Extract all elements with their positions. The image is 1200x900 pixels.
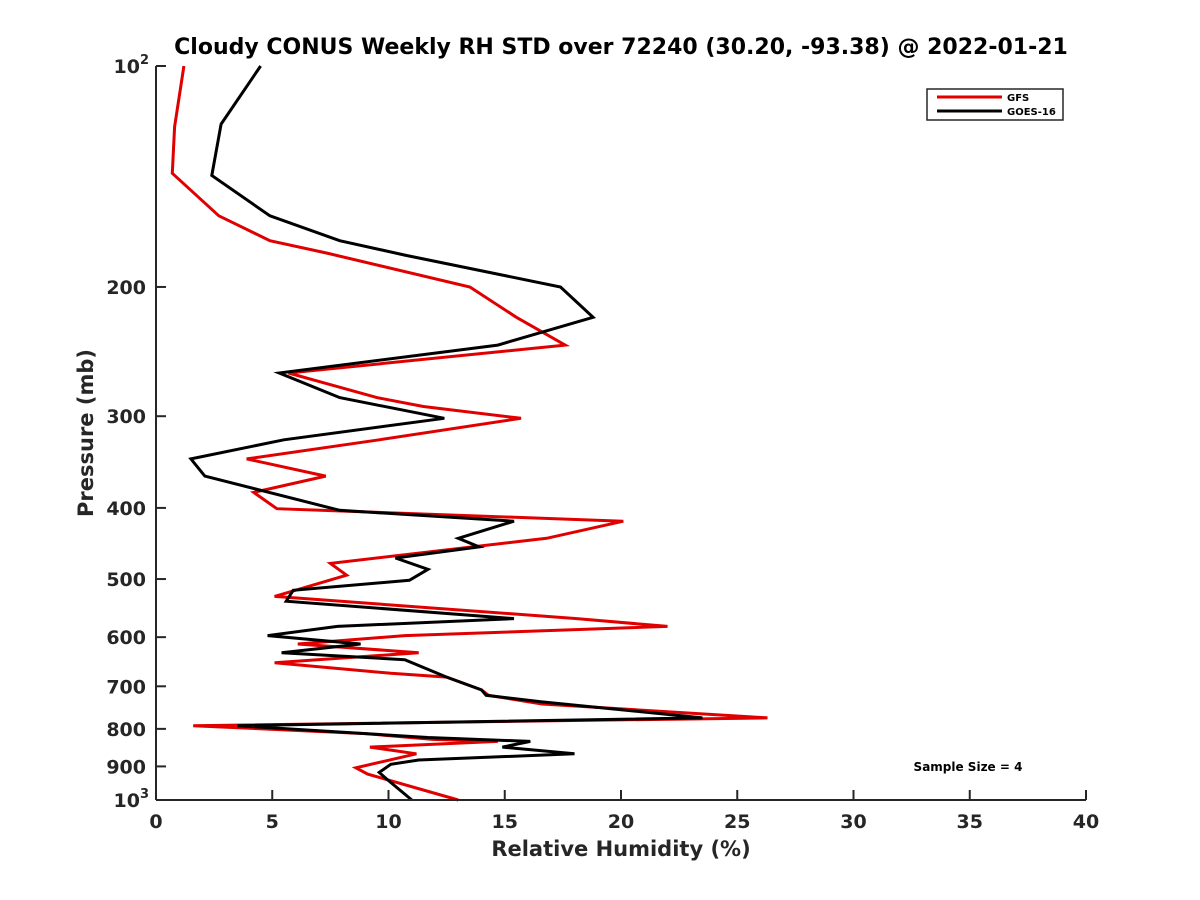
y-tick-label: 900 <box>106 756 146 778</box>
sample-size-annotation: Sample Size = 4 <box>914 760 1023 774</box>
x-tick-label: 10 <box>375 811 401 833</box>
y-tick-label: 10 <box>114 790 140 812</box>
y-tick-label: 600 <box>106 627 146 649</box>
x-tick-label: 5 <box>266 811 279 833</box>
x-tick-label: 20 <box>608 811 634 833</box>
legend-label-gfs: GFS <box>1007 93 1029 104</box>
y-tick-label: 800 <box>106 719 146 741</box>
series-line-goes16 <box>188 65 703 802</box>
y-tick-exponent: 2 <box>140 53 149 68</box>
x-axis-label: Relative Humidity (%) <box>491 837 750 861</box>
x-tick-label: 35 <box>957 811 983 833</box>
y-axis-label: Pressure (mb) <box>74 349 98 517</box>
series-layer <box>170 65 768 802</box>
y-tick-exponent: 3 <box>140 787 149 802</box>
y-tick-label: 400 <box>106 498 146 520</box>
legend: GFS GOES-16 <box>926 88 1064 121</box>
chart-title: Cloudy CONUS Weekly RH STD over 72240 (3… <box>174 35 1068 60</box>
legend-label-goes16: GOES-16 <box>1007 107 1056 118</box>
y-tick-label: 200 <box>106 277 146 299</box>
x-tick-label: 25 <box>724 811 750 833</box>
y-tick-label: 300 <box>106 406 146 428</box>
legend-box <box>926 88 1064 121</box>
x-tick-label: 15 <box>492 811 518 833</box>
y-tick-label: 500 <box>106 569 146 591</box>
x-tick-label: 30 <box>840 811 866 833</box>
x-tick-label: 40 <box>1073 811 1099 833</box>
y-tick-label: 700 <box>106 676 146 698</box>
y-tick-label: 10 <box>114 56 140 78</box>
x-tick-label: 0 <box>149 811 162 833</box>
series-line-gfs <box>170 65 768 802</box>
